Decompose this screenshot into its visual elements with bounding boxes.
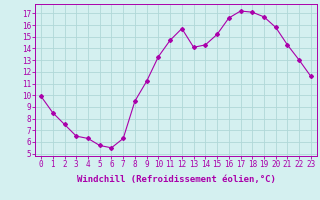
X-axis label: Windchill (Refroidissement éolien,°C): Windchill (Refroidissement éolien,°C) [76,175,276,184]
